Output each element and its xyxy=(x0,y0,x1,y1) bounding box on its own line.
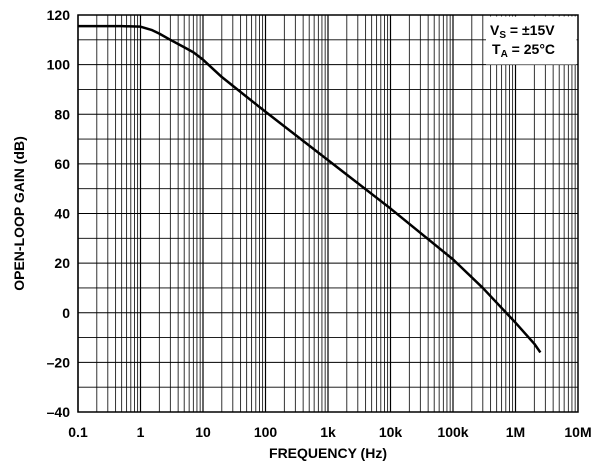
y-tick-label: 40 xyxy=(54,206,70,222)
x-tick-labels: 0.1 1 10 100 1k 10k 100k 1M 10M xyxy=(68,424,591,440)
y-tick-label: 20 xyxy=(54,255,70,271)
annotation-background xyxy=(486,16,577,65)
y-tick-label: 100 xyxy=(47,57,71,73)
x-tick-label: 0.1 xyxy=(68,424,88,440)
y-tick-label: 0 xyxy=(62,305,70,321)
x-tick-label: 1M xyxy=(506,424,525,440)
vs-value: = ±15V xyxy=(506,22,555,38)
y-tick-label: 120 xyxy=(47,7,71,23)
vs-subscript: S xyxy=(499,30,506,41)
y-tick-label: –20 xyxy=(47,354,71,370)
conditions-annotation: VS = ±15V TA = 25°C xyxy=(486,16,577,65)
y-tick-labels: –40 –20 0 20 40 60 80 100 120 xyxy=(47,7,71,420)
x-tick-label: 100k xyxy=(437,424,468,440)
y-tick-label: 80 xyxy=(54,106,70,122)
grid xyxy=(77,14,578,413)
temperature-annotation: TA = 25°C xyxy=(492,41,555,60)
plot-frame xyxy=(77,14,579,413)
x-tick-label: 10M xyxy=(564,424,591,440)
x-tick-label: 100 xyxy=(254,424,278,440)
ta-value: = 25°C xyxy=(508,41,555,57)
x-tick-label: 10k xyxy=(379,424,403,440)
vs-symbol: V xyxy=(490,22,500,38)
y-tick-label: –40 xyxy=(47,404,71,420)
x-tick-label: 10 xyxy=(195,424,211,440)
x-axis-label: FREQUENCY (Hz) xyxy=(269,445,387,461)
ta-subscript: A xyxy=(501,49,508,60)
series-line xyxy=(78,24,542,354)
y-axis-label: OPEN-LOOP GAIN (dB) xyxy=(11,136,27,291)
x-tick-label: 1k xyxy=(320,424,336,440)
supply-voltage-annotation: VS = ±15V xyxy=(490,22,555,41)
x-tick-label: 1 xyxy=(137,424,145,440)
y-tick-label: 60 xyxy=(54,156,70,172)
ta-symbol: T xyxy=(492,41,501,57)
